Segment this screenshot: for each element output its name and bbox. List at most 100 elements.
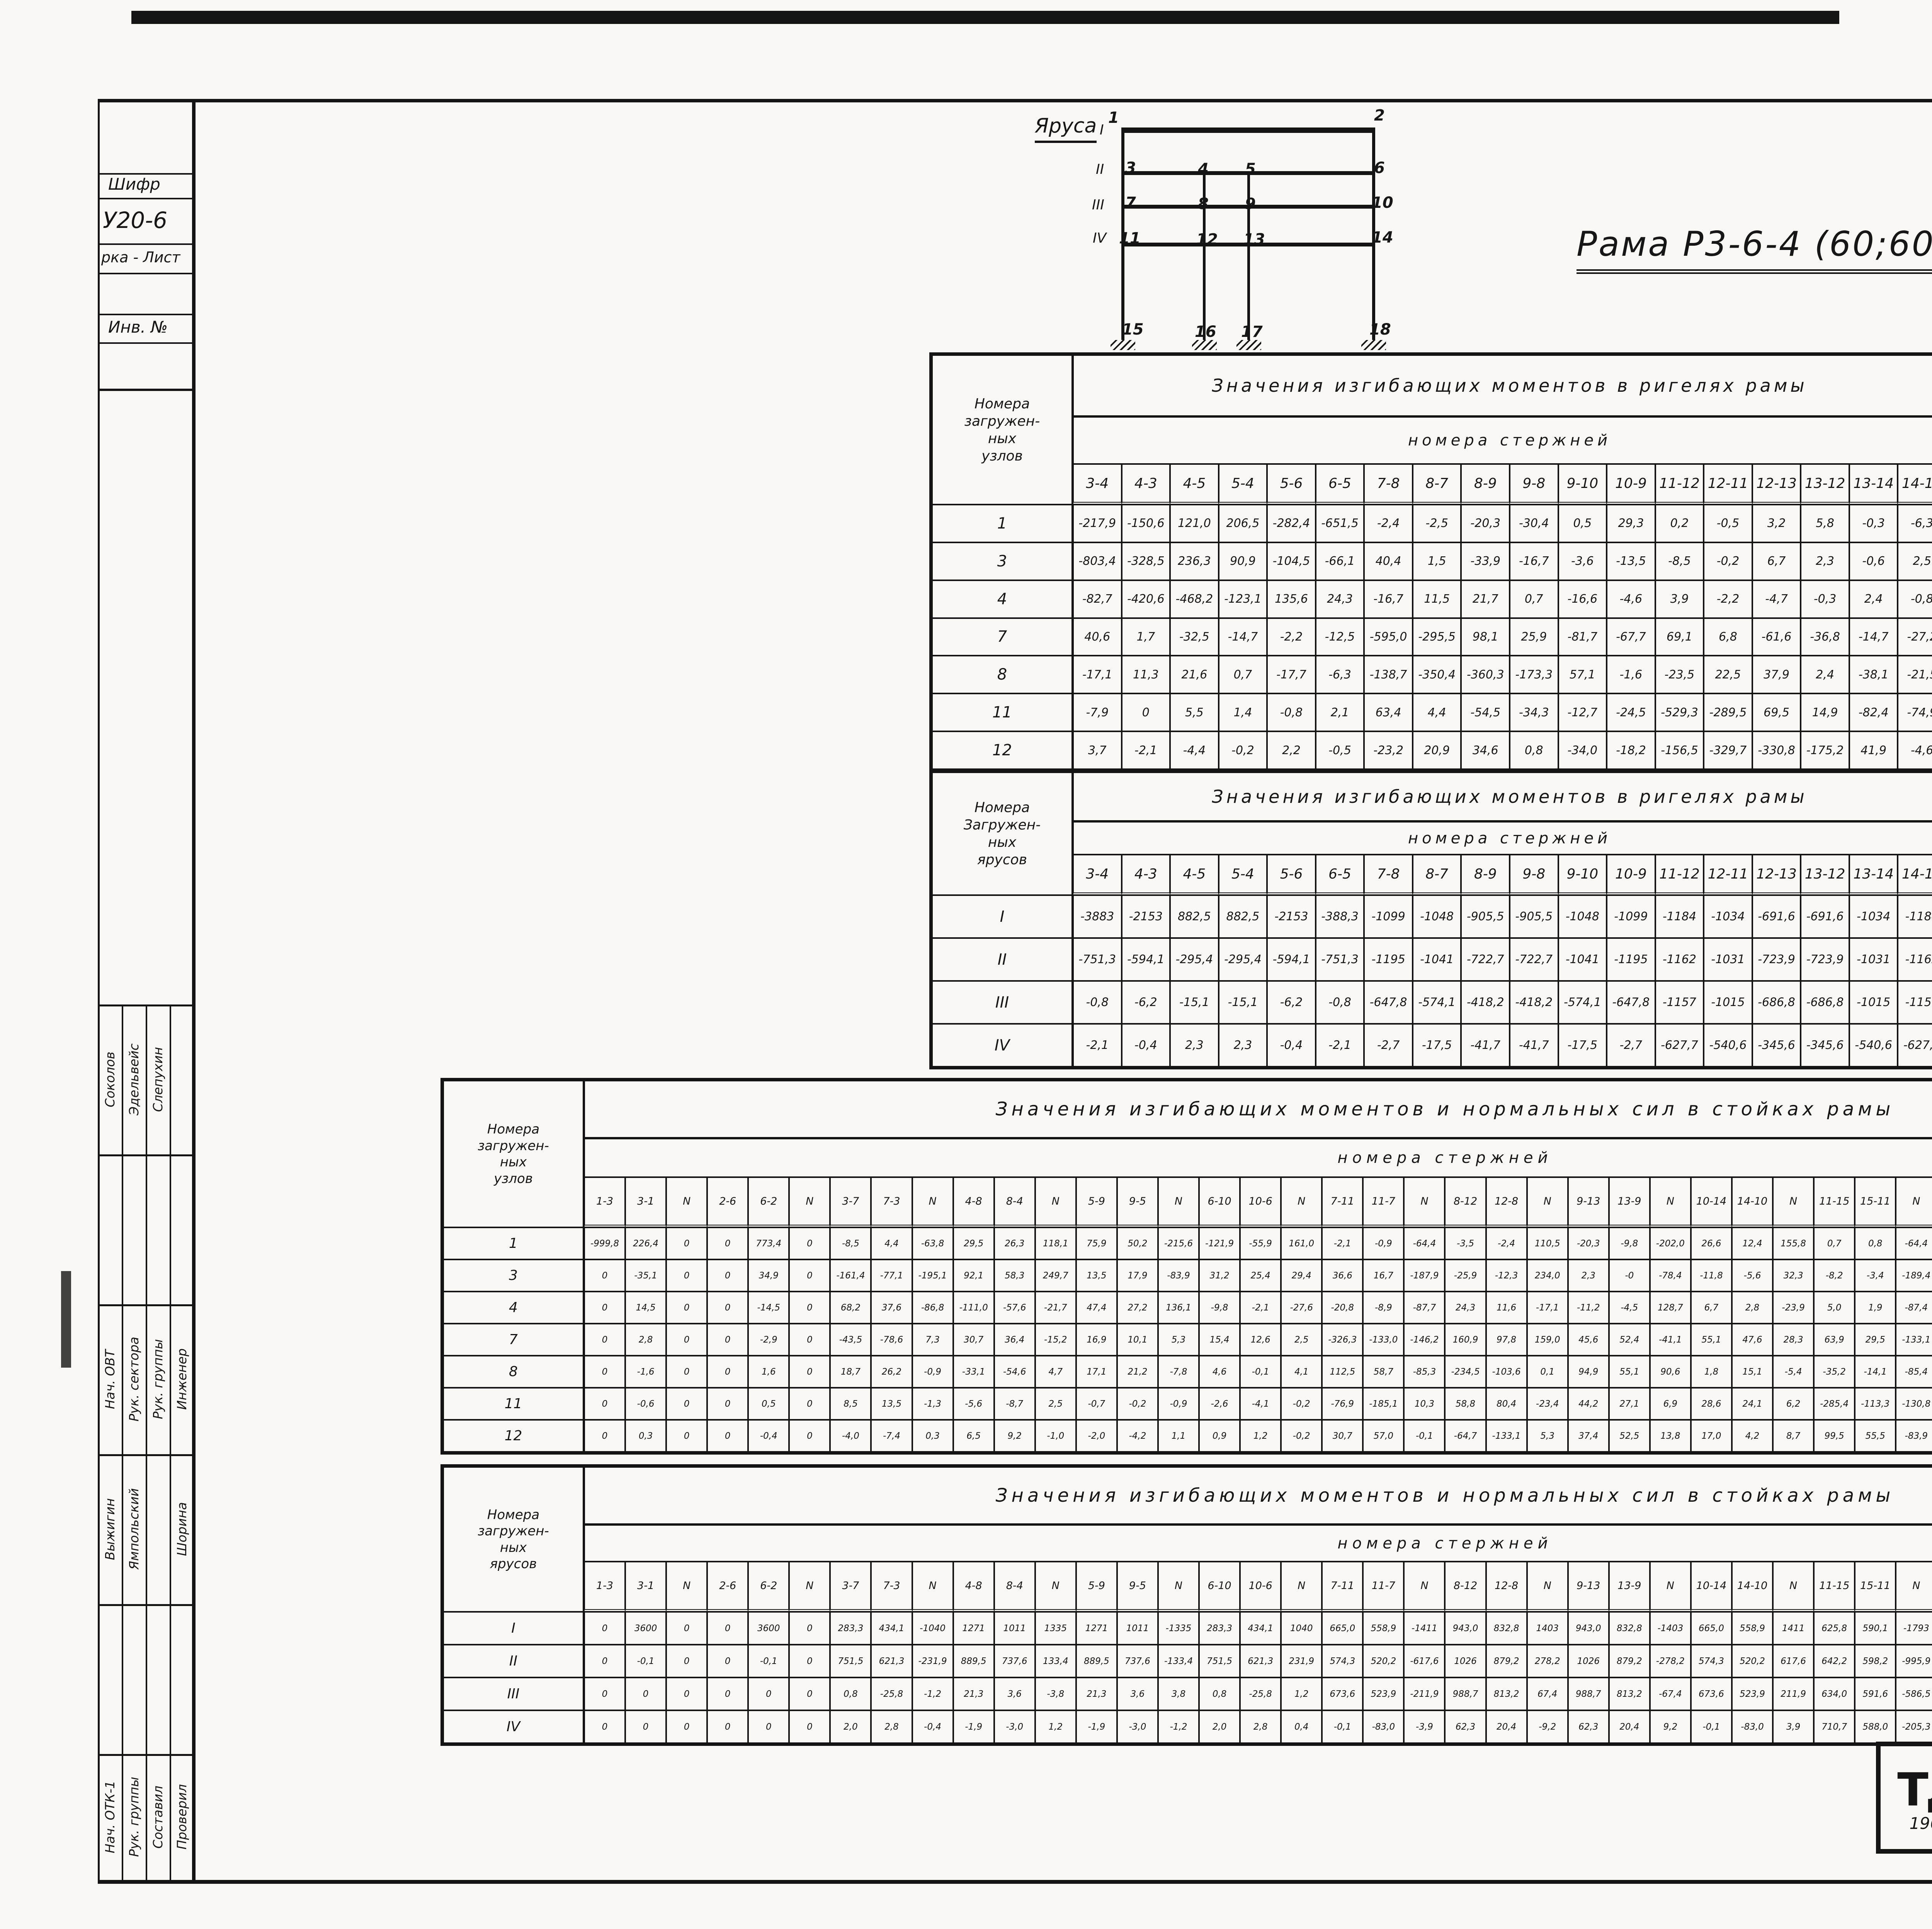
table-cell: 55,1 — [1609, 1356, 1650, 1388]
table-cell: -0,8 — [1898, 580, 1932, 618]
table-cell: -14,7 — [1849, 618, 1898, 656]
table-cell: 4,4 — [871, 1227, 912, 1259]
table-cell: -24,5 — [1607, 693, 1655, 732]
signature-grid-text: Выжигин — [102, 1498, 117, 1560]
table-cell: 55,1 — [1690, 1324, 1732, 1356]
table-cell: -285,4 — [1814, 1388, 1855, 1420]
logo-td: ТД — [1897, 1762, 1932, 1816]
table-cell: -1,2 — [912, 1677, 953, 1710]
table-cell: 665,0 — [1322, 1612, 1363, 1645]
table-cell: -83,0 — [1731, 1710, 1773, 1743]
table-cell: -83,9 — [1896, 1420, 1932, 1452]
table-cell: 58,8 — [1445, 1388, 1486, 1420]
table-cell: 3600 — [748, 1612, 789, 1645]
column-header: 9-13 — [1568, 1177, 1609, 1227]
table-cell: 21,7 — [1461, 580, 1510, 618]
logo-year: 1967 — [1909, 1813, 1932, 1833]
table-cell: -1040 — [912, 1612, 953, 1645]
table-cell: -574,1 — [1558, 981, 1607, 1024]
column-header: 8-7 — [1412, 464, 1461, 505]
table-cell: 10,1 — [1117, 1324, 1158, 1356]
table-cell: -205,3 — [1896, 1710, 1932, 1743]
signature-grid-text: Рук. группы — [150, 1339, 165, 1419]
column-header: N — [912, 1562, 953, 1612]
table-cell: -8,9 — [1363, 1292, 1404, 1324]
table-cell: -0,3 — [1849, 505, 1898, 542]
table-title: Значения изгибающих моментов в ригелях р… — [1073, 772, 1932, 822]
table-cell: -9,8 — [1199, 1292, 1240, 1324]
row-label: IV — [932, 1024, 1073, 1067]
column-header: 5-6 — [1267, 464, 1316, 505]
table-cell: -81,7 — [1558, 618, 1607, 656]
table-cell: 118,1 — [1035, 1227, 1076, 1259]
table-cell: -295,4 — [1218, 938, 1267, 981]
table-cell: -329,7 — [1704, 731, 1752, 769]
table-cell: -723,9 — [1752, 938, 1801, 981]
table-cell: -34,3 — [1510, 693, 1558, 732]
table-cell: -350,4 — [1412, 656, 1461, 694]
margin-label-code: У20-6 — [103, 207, 167, 233]
table-cell: -4,4 — [1170, 731, 1219, 769]
table-cell: -1335 — [1158, 1612, 1199, 1645]
table-cell: 278,2 — [1527, 1645, 1568, 1677]
table-cell: 5,0 — [1814, 1292, 1855, 1324]
table-cell: -594,1 — [1121, 938, 1170, 981]
table-cell: 2,0 — [1199, 1710, 1240, 1743]
table-corner-label: Номера загружен- ных ярусов — [443, 1467, 584, 1612]
table-cell: 0 — [707, 1612, 748, 1645]
table-cell: 69,5 — [1752, 693, 1801, 732]
column-header: N — [1896, 1562, 1932, 1612]
table-cell: 988,7 — [1568, 1677, 1609, 1710]
table-cell: -215,6 — [1158, 1227, 1199, 1259]
table-cell: 41,9 — [1849, 731, 1898, 769]
table-cell: -21,5 — [1898, 656, 1932, 694]
table-cell: -2,1 — [1073, 1024, 1122, 1067]
table-cell: 40,6 — [1073, 618, 1122, 656]
column-header: N — [1527, 1562, 1568, 1612]
diagram-node-label: 16 — [1195, 323, 1216, 341]
table-cell: 25,4 — [1240, 1259, 1281, 1292]
row-label: 3 — [443, 1259, 584, 1292]
table-cell: -8,2 — [1814, 1259, 1855, 1292]
column-header: 5-4 — [1218, 855, 1267, 895]
table-cell: -1031 — [1849, 938, 1898, 981]
table-cell: -1157 — [1898, 981, 1932, 1024]
table-cell: 17,0 — [1690, 1420, 1732, 1452]
column-header: 12-8 — [1486, 1562, 1527, 1612]
table-cell: -217,9 — [1073, 505, 1122, 542]
table-cell: 879,2 — [1609, 1645, 1650, 1677]
table-cell: -15,2 — [1035, 1324, 1076, 1356]
table-cell: -295,4 — [1170, 938, 1219, 981]
table-cell: 2,4 — [1849, 580, 1898, 618]
table-cell: -1048 — [1412, 895, 1461, 938]
column-header: 4-5 — [1170, 855, 1219, 895]
table-cell: 21,6 — [1170, 656, 1219, 694]
table-cell: -4,7 — [1752, 580, 1801, 618]
table-cell: -2,9 — [748, 1324, 789, 1356]
table-cell: 1026 — [1568, 1645, 1609, 1677]
table-cell: -360,3 — [1461, 656, 1510, 694]
table-cell: -16,6 — [1558, 580, 1607, 618]
table-cell: 0 — [584, 1388, 626, 1420]
table-cell: -1162 — [1898, 938, 1932, 981]
table-cell: -5,6 — [953, 1388, 994, 1420]
table-moments-rigeli-uzly: Номера загружен- ных узлов Значения изгиб… — [929, 352, 1932, 772]
table-cell: 0 — [666, 1259, 707, 1292]
table-cell: -0,8 — [1073, 981, 1122, 1024]
table-cell: -0,4 — [1267, 1024, 1316, 1067]
margin-line — [98, 173, 195, 175]
table-cell: 36,6 — [1322, 1259, 1363, 1292]
table-cell: -1099 — [1364, 895, 1413, 938]
table-cell: -686,8 — [1801, 981, 1849, 1024]
table-cell: 0 — [666, 1612, 707, 1645]
column-header: 13-14 — [1849, 855, 1898, 895]
table-cell: -2,5 — [1412, 505, 1461, 542]
table-cell: 2,5 — [1281, 1324, 1322, 1356]
beam-1 — [1121, 127, 1375, 133]
column-header: N — [1158, 1177, 1199, 1227]
table-cell: -7,4 — [871, 1420, 912, 1452]
table-cell: 710,7 — [1814, 1710, 1855, 1743]
table-cell: 62,3 — [1445, 1710, 1486, 1743]
table-cell: -4,5 — [1609, 1292, 1650, 1324]
table-cell: -4,0 — [830, 1420, 871, 1452]
